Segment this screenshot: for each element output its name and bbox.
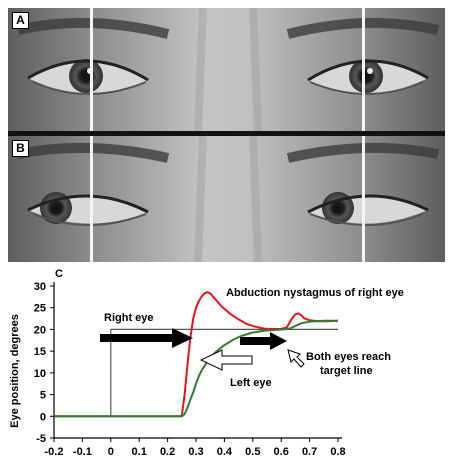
y-tick-label: -5	[36, 433, 46, 445]
x-tick-label: -0.1	[73, 446, 92, 458]
y-tick-label: 30	[34, 281, 46, 293]
series-line-target-line	[54, 328, 338, 417]
annotation-abduction-label: Abduction nystagmus of right eye	[226, 287, 404, 299]
chart-axes: -5 0 5 10 15 20 25 30 -0.2 -0.1 0 0.1 0.2 0.3 0.4 0.5 0.…	[34, 281, 346, 458]
x-tick-label: 0.7	[302, 446, 317, 458]
panel-a-photo: A	[8, 8, 445, 131]
eyes-straight-photo	[8, 8, 445, 131]
left-eye-arrow	[199, 349, 253, 371]
y-tick-label: 0	[40, 411, 46, 423]
y-tick-label: 15	[34, 346, 46, 358]
y-tick-label: 10	[34, 368, 46, 380]
panel-c-label: C	[55, 268, 63, 280]
eyes-right-gaze-photo	[8, 136, 445, 262]
annotation-right-eye-label: Right eye	[104, 312, 154, 324]
x-tick-label: 0.8	[330, 446, 345, 458]
annotation-target-line-label: target line	[320, 365, 373, 377]
eye-position-chart: C -5 0 5 10 15 20 25 30 -0.2 -0.1 0 0.1 0.2 0.3 0.4 0.5…	[9, 268, 404, 458]
x-tick-label: 0	[108, 446, 114, 458]
y-tick-label: 20	[34, 324, 46, 336]
chart-series	[54, 291, 339, 418]
series-line-right-eye	[54, 291, 339, 418]
chart-annotations: Right eye Abduction nystagmus of right ey…	[100, 287, 404, 389]
x-tick-label: 0.5	[245, 446, 260, 458]
panel-b-label: B	[12, 140, 29, 157]
right-eye-arrow	[100, 328, 193, 348]
panel-a-label: A	[12, 12, 29, 29]
nystagmus-arrow	[240, 332, 287, 350]
x-tick-label: -0.2	[45, 446, 64, 458]
x-tick-label: 0.6	[274, 446, 289, 458]
x-tick-label: 0.3	[188, 446, 203, 458]
y-axis-label: Eye position, degrees	[9, 314, 21, 428]
panel-divider	[8, 131, 445, 136]
panel-b-photo: B	[8, 136, 445, 262]
annotation-left-eye-label: Left eye	[230, 377, 272, 389]
y-tick-label: 25	[34, 303, 46, 315]
x-tick-label: 0.2	[160, 446, 175, 458]
both-eyes-arrow	[287, 349, 305, 368]
y-tick-label: 5	[40, 390, 46, 402]
annotation-both-eyes-label: Both eyes reach	[306, 351, 391, 363]
x-tick-label: 0.4	[217, 446, 233, 458]
x-tick-label: 0.1	[132, 446, 147, 458]
series-line-left-eye	[54, 319, 338, 418]
